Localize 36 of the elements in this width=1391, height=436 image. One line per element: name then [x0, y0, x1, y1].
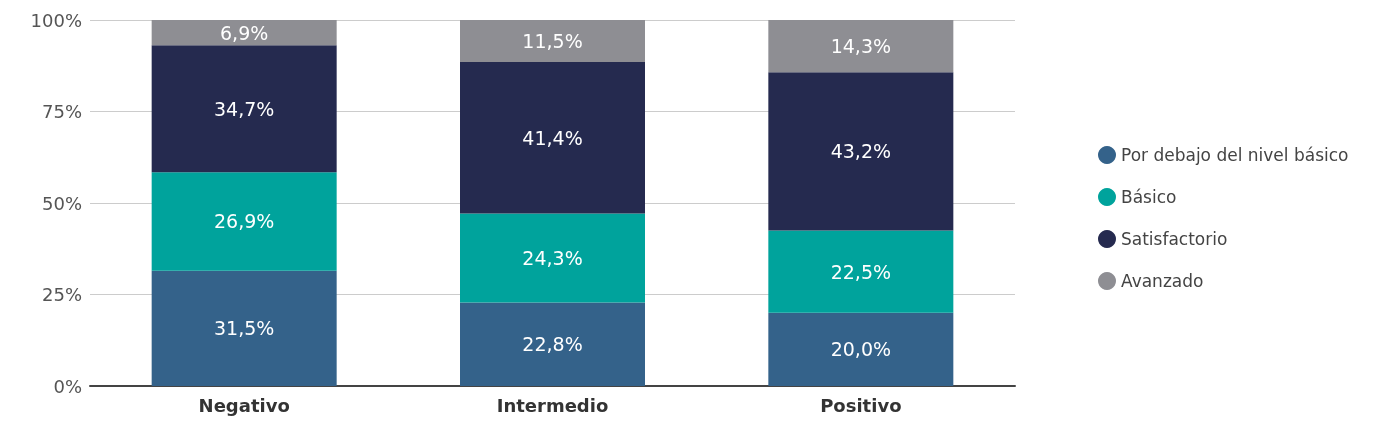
data-label: 43,2% — [830, 140, 892, 163]
bar — [768, 72, 954, 231]
y-tick-label: 50% — [41, 192, 82, 214]
bar — [151, 172, 337, 271]
bar — [460, 62, 645, 214]
legend-label: Por debajo del nivel básico — [1121, 145, 1349, 165]
legend-label: Básico — [1121, 187, 1177, 207]
data-label: 34,7% — [213, 97, 275, 120]
data-label: 11,5% — [522, 30, 583, 53]
data-label: 22,8% — [522, 333, 583, 356]
bar — [151, 270, 337, 386]
y-tick-label: 25% — [41, 284, 82, 305]
bar — [768, 20, 954, 73]
data-label: 20,0% — [830, 338, 892, 361]
x-tick-label: Positivo — [820, 394, 902, 416]
x-tick-label: Intermedio — [496, 394, 609, 416]
data-label: 31,5% — [213, 317, 275, 340]
data-label: 14,3% — [830, 35, 892, 58]
data-label: 22,5% — [830, 260, 892, 283]
data-label: 6,9% — [220, 21, 269, 44]
bar — [151, 20, 337, 46]
legend-label: Satisfactorio — [1121, 229, 1228, 249]
legend-label: Avanzado — [1121, 271, 1204, 291]
x-tick-label: Negativo — [198, 394, 290, 416]
bar — [460, 302, 645, 386]
bar — [151, 45, 337, 173]
y-tick-label: 100% — [30, 9, 82, 31]
bar — [460, 213, 645, 303]
bar — [768, 230, 954, 313]
bar — [460, 20, 645, 63]
data-label: 41,4% — [522, 126, 583, 149]
data-label: 26,9% — [213, 210, 275, 233]
bar — [768, 312, 954, 386]
data-label: 24,3% — [522, 247, 583, 270]
y-tick-label: 75% — [41, 101, 82, 122]
y-tick-label: 0% — [53, 375, 82, 397]
